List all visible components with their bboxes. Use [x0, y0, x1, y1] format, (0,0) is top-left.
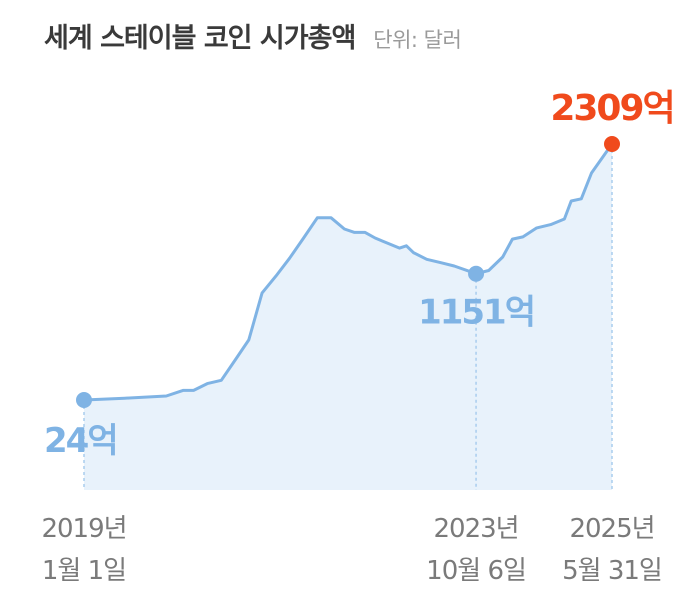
data-point-marker — [76, 392, 92, 408]
x-tick-year: 2023년 — [434, 514, 519, 544]
data-point-marker — [468, 265, 485, 282]
annotation-marks: 24억 2019년 1월 1일 1151억 2023년 10월 6일 2309억 2025년 5… — [41, 88, 675, 586]
unit-label: 단위: 달러 — [373, 28, 462, 52]
x-tick-date: 10월 6일 — [426, 556, 526, 586]
market-cap-line — [82, 142, 614, 402]
value-label: 24억 — [44, 421, 117, 461]
x-tick-year: 2025년 — [569, 514, 654, 544]
area-fill — [84, 144, 612, 490]
chart-header: 세계 스테이블 코인 시가총액 단위: 달러 — [44, 16, 462, 56]
value-label: 1151억 — [418, 293, 534, 333]
chart-title: 세계 스테이블 코인 시가총액 — [44, 23, 356, 54]
x-tick-year: 2019년 — [41, 514, 126, 544]
x-tick-date: 5월 31일 — [562, 556, 662, 586]
value-label: 2309억 — [550, 88, 673, 129]
x-tick-date: 1월 1일 — [42, 556, 126, 586]
data-point-marker — [604, 136, 620, 152]
